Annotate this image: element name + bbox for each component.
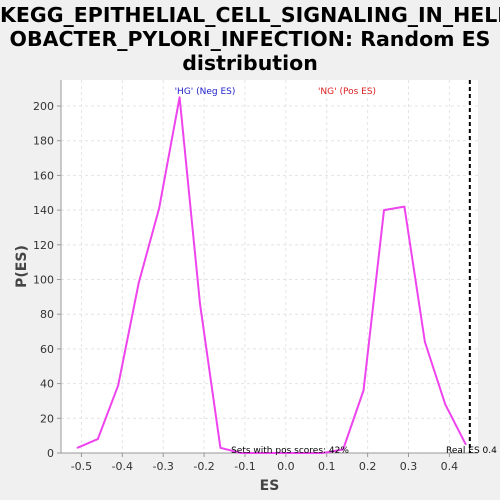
x-tick-label: -0.2 [193,460,214,473]
data-point [362,389,365,392]
data-point [76,446,79,449]
data-point [137,282,140,284]
data-point [280,452,283,454]
annotation-neg-es: 'HG' (Neg ES) [175,87,236,97]
y-axis-label: P(ES) [14,245,30,288]
annotation-real-es: Real ES 0.4 [446,446,497,456]
data-point [321,452,324,454]
series-layer [76,96,467,454]
data-point [424,341,426,343]
x-tick-label: 0.2 [359,460,377,473]
x-tick-label: -0.4 [112,460,133,473]
x-tick-label: 0.1 [318,460,336,473]
data-point [158,207,160,210]
data-point [301,452,304,454]
data-point [383,209,385,211]
chart-title: KEGG_EPITHELIAL_CELL_SIGNALING_IN_HELIC … [0,0,500,75]
x-tick-label: -0.1 [234,460,255,473]
data-point [240,452,242,454]
y-tick-label: 60 [40,343,54,356]
annotation-sets-pos: Sets with pos scores: 42% [231,446,349,456]
data-point [403,205,406,208]
annotation-pos-es: 'NG' (Pos ES) [318,87,376,97]
data-point [260,452,263,454]
data-point [178,96,181,99]
y-tick-label: 140 [33,204,54,217]
y-tick-label: 120 [33,239,54,252]
plot-area [61,80,478,453]
x-tick-label: -0.3 [152,460,173,473]
y-axis-ticks: 0 20 40 60 80 100 120 140 160 180 200 [33,100,61,460]
x-tick-label: -0.5 [71,460,92,473]
chart-title-line-3: distribution [182,51,318,75]
chart-title-line-1: KEGG_EPITHELIAL_CELL_SIGNALING_IN_HELIC [0,3,500,27]
grid [61,80,478,454]
x-axis-ticks: -0.5 -0.4 -0.3 -0.2 -0.1 0.0 0.1 0.2 0.3 0.4 [71,453,458,473]
y-tick-label: 200 [33,100,54,113]
chart-title-line-2: OBACTER_PYLORI_INFECTION: Random ES [9,27,491,51]
y-tick-label: 80 [40,308,54,321]
data-point [199,303,201,305]
y-tick-label: 40 [40,378,54,391]
y-tick-label: 160 [33,169,54,182]
y-tick-label: 20 [40,412,54,425]
x-tick-label: 0.4 [441,460,459,473]
data-point [444,403,447,406]
x-tick-label: 0.3 [400,460,418,473]
y-tick-label: 0 [47,447,54,460]
x-tick-label: 0.0 [277,460,295,473]
data-point [342,448,344,451]
data-point [96,438,99,440]
y-tick-label: 100 [33,274,54,287]
data-point [219,446,222,449]
data-point [117,384,120,387]
series-line [77,96,467,454]
data-point [464,443,467,446]
y-tick-label: 180 [33,135,54,148]
x-axis-label: ES [260,478,280,494]
